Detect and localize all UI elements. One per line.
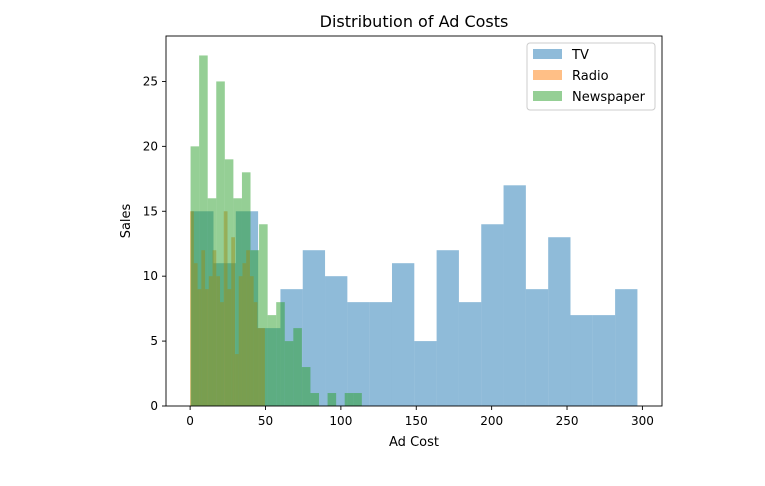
legend-swatch-tv bbox=[533, 49, 562, 59]
chart-title: Distribution of Ad Costs bbox=[320, 12, 509, 31]
x-tick-label: 100 bbox=[329, 414, 352, 428]
histogram-bars bbox=[190, 55, 638, 406]
legend-label-tv: TV bbox=[571, 48, 589, 63]
x-tick-label: 0 bbox=[186, 414, 194, 428]
x-axis-label: Ad Cost bbox=[389, 435, 439, 450]
bar-newspaper bbox=[199, 55, 208, 406]
bar-tv bbox=[458, 302, 482, 406]
bar-tv bbox=[436, 250, 459, 406]
bar-tv bbox=[548, 237, 571, 406]
bar-newspaper bbox=[267, 315, 277, 406]
axes bbox=[165, 35, 663, 407]
bar-newspaper bbox=[250, 250, 260, 406]
legend-label-newspaper: Newspaper bbox=[572, 90, 646, 105]
x-axis-ticks: 0 50 100 150 200 250 300 bbox=[186, 406, 654, 428]
bar-tv bbox=[325, 276, 348, 406]
y-axis-ticks: 0 5 10 15 20 25 bbox=[143, 74, 166, 413]
bar-newspaper bbox=[207, 198, 217, 406]
bar-newspaper bbox=[259, 224, 268, 406]
bar-newspaper bbox=[301, 367, 311, 406]
x-tick-label: 250 bbox=[556, 414, 579, 428]
bar-newspaper bbox=[284, 341, 294, 406]
plot-frame bbox=[165, 35, 663, 407]
legend-label-radio: Radio bbox=[572, 69, 609, 84]
bar-newspaper bbox=[353, 393, 362, 406]
y-tick-label: 5 bbox=[150, 334, 158, 348]
y-tick-label: 15 bbox=[143, 204, 158, 218]
bar-newspaper bbox=[216, 81, 225, 406]
bar-newspaper bbox=[224, 159, 234, 406]
bar-newspaper bbox=[327, 393, 337, 406]
legend: TV Radio Newspaper bbox=[526, 42, 656, 111]
bar-tv bbox=[525, 289, 549, 406]
y-tick-label: 25 bbox=[143, 74, 158, 88]
bar-tv bbox=[570, 315, 593, 406]
x-tick-label: 50 bbox=[258, 414, 273, 428]
bar-tv bbox=[592, 315, 616, 406]
x-tick-label: 150 bbox=[405, 414, 428, 428]
bar-newspaper bbox=[310, 393, 320, 406]
legend-swatch-newspaper bbox=[533, 91, 562, 101]
y-tick-label: 10 bbox=[143, 269, 158, 283]
bar-tv bbox=[369, 302, 392, 406]
y-axis-label: Sales bbox=[119, 203, 134, 238]
bar-tv bbox=[347, 302, 370, 406]
bar-newspaper bbox=[293, 328, 302, 406]
bar-tv bbox=[503, 185, 526, 406]
y-tick-label: 0 bbox=[150, 399, 158, 413]
bar-newspaper bbox=[344, 393, 354, 406]
x-tick-label: 200 bbox=[480, 414, 503, 428]
bar-newspaper bbox=[190, 146, 200, 406]
x-tick-label: 300 bbox=[631, 414, 654, 428]
bar-tv bbox=[391, 263, 415, 406]
bar-tv bbox=[414, 341, 437, 406]
bar-newspaper bbox=[241, 172, 251, 406]
bar-tv bbox=[615, 289, 638, 406]
legend-swatch-radio bbox=[533, 70, 562, 80]
bar-tv bbox=[481, 224, 504, 406]
y-tick-label: 20 bbox=[143, 139, 158, 153]
bar-newspaper bbox=[233, 198, 242, 406]
bar-newspaper bbox=[276, 302, 285, 406]
